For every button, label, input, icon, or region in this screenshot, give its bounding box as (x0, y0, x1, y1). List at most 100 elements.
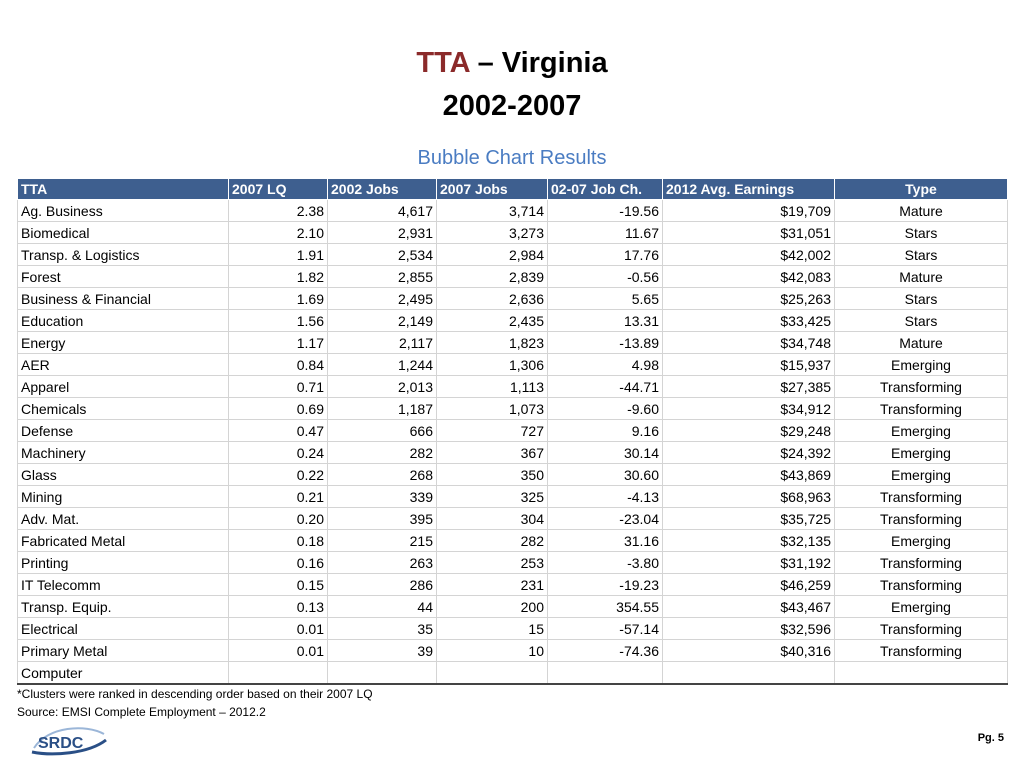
table-row: IT Telecomm 0.15 286 231 -19.23 $46,259 Transf… (17, 573, 1008, 596)
table-cell: 0.22 (228, 463, 328, 486)
table-cell: 282 (436, 529, 548, 552)
table-row: Chemicals 0.69 1,187 1,073 -9.60 $34,912 Trans… (17, 397, 1008, 420)
table-cell: 0.84 (228, 353, 328, 376)
table-cell: 0.15 (228, 573, 328, 596)
table-cell: 325 (436, 485, 548, 508)
table-cell: Transforming (834, 485, 1008, 508)
table-cell: 0.20 (228, 507, 328, 530)
table-cell: Emerging (834, 441, 1008, 464)
table-cell: Transforming (834, 551, 1008, 574)
table-cell: Transforming (834, 639, 1008, 662)
table-cell: 11.67 (547, 221, 663, 244)
table-cell: 3,714 (436, 199, 548, 222)
table-cell: 1.17 (228, 331, 328, 354)
table-cell: 215 (327, 529, 437, 552)
table-cell: 263 (327, 551, 437, 574)
table-cell: -44.71 (547, 375, 663, 398)
column-header: 2002 Jobs (327, 178, 437, 200)
source-note: Source: EMSI Complete Employment – 2012.… (17, 705, 266, 719)
table-cell: $34,748 (662, 331, 835, 354)
table-cell: Education (17, 309, 229, 332)
table-cell: $43,467 (662, 595, 835, 618)
table-row: AER 0.84 1,244 1,306 4.98 $15,937 Emerging (17, 353, 1008, 376)
table-cell: Computer (17, 661, 229, 685)
table-cell: Transforming (834, 375, 1008, 398)
table-row: Ag. Business 2.38 4,617 3,714 -19.56 $19,709 M… (17, 199, 1008, 222)
table-cell: 0.69 (228, 397, 328, 420)
table-cell: 727 (436, 419, 548, 442)
table-cell: Stars (834, 221, 1008, 244)
table-row: Education 1.56 2,149 2,435 13.31 $33,425 Stars (17, 309, 1008, 332)
table-cell (834, 661, 1008, 685)
table-cell: $31,051 (662, 221, 835, 244)
table-cell: 0.18 (228, 529, 328, 552)
table-cell: Apparel (17, 375, 229, 398)
table-row: Printing 0.16 263 253 -3.80 $31,192 Transformi… (17, 551, 1008, 574)
table-cell: -0.56 (547, 265, 663, 288)
table-cell: 1,306 (436, 353, 548, 376)
table-cell: Adv. Mat. (17, 507, 229, 530)
table-cell: $32,596 (662, 617, 835, 640)
column-header: Type (834, 178, 1008, 200)
table-cell: 666 (327, 419, 437, 442)
table-cell: Stars (834, 309, 1008, 332)
table-cell: -74.36 (547, 639, 663, 662)
table-row: Transp. & Logistics 1.91 2,534 2,984 17.76 $4… (17, 243, 1008, 266)
table-cell: IT Telecomm (17, 573, 229, 596)
table-cell: 44 (327, 595, 437, 618)
table-cell: 2,435 (436, 309, 548, 332)
table-cell: $43,869 (662, 463, 835, 486)
table-body: Ag. Business 2.38 4,617 3,714 -19.56 $19,709 M… (17, 199, 1008, 685)
table-cell: 2,984 (436, 243, 548, 266)
results-table: TTA 2007 LQ 2002 Jobs 2007 Jobs 02-07 Job Ch… (17, 178, 1008, 685)
table-cell: Glass (17, 463, 229, 486)
table-cell: 17.76 (547, 243, 663, 266)
table-cell (662, 661, 835, 685)
table-cell: -19.23 (547, 573, 663, 596)
table-cell: 39 (327, 639, 437, 662)
table-cell: 1.82 (228, 265, 328, 288)
table-cell: Emerging (834, 463, 1008, 486)
table-cell: 9.16 (547, 419, 663, 442)
table-cell: 2,839 (436, 265, 548, 288)
table-cell: $32,135 (662, 529, 835, 552)
table-row: Primary Metal 0.01 39 10 -74.36 $40,316 Transf… (17, 639, 1008, 662)
table-cell (436, 661, 548, 685)
table-cell: Transp. & Logistics (17, 243, 229, 266)
table-cell: Transforming (834, 397, 1008, 420)
table-cell: $33,425 (662, 309, 835, 332)
table-cell: Transp. Equip. (17, 595, 229, 618)
table-cell: 304 (436, 507, 548, 530)
table-row: Forest 1.82 2,855 2,839 -0.56 $42,083 Mature (17, 265, 1008, 288)
table-cell: -19.56 (547, 199, 663, 222)
table-cell: 282 (327, 441, 437, 464)
table-cell: 1,244 (327, 353, 437, 376)
table-cell: 0.01 (228, 639, 328, 662)
table-cell: 0.01 (228, 617, 328, 640)
table-cell: $31,192 (662, 551, 835, 574)
table-cell: 30.14 (547, 441, 663, 464)
table-cell: $29,248 (662, 419, 835, 442)
table-cell: 2,495 (327, 287, 437, 310)
table-cell: 15 (436, 617, 548, 640)
table-cell: 1,187 (327, 397, 437, 420)
table-cell: $19,709 (662, 199, 835, 222)
column-header: 02-07 Job Ch. (547, 178, 663, 200)
table-cell: Emerging (834, 419, 1008, 442)
table-cell: $24,392 (662, 441, 835, 464)
table-cell: $34,912 (662, 397, 835, 420)
table-cell: Chemicals (17, 397, 229, 420)
table-cell: 35 (327, 617, 437, 640)
table-cell: -13.89 (547, 331, 663, 354)
table-cell: 268 (327, 463, 437, 486)
table-row: Transp. Equip. 0.13 44 200 354.55 $43,467 Emer… (17, 595, 1008, 618)
title-rest: – Virginia (469, 47, 608, 79)
srdc-logo: SRDC (31, 727, 107, 756)
table-cell: 1.91 (228, 243, 328, 266)
table-cell: AER (17, 353, 229, 376)
table-cell: 10 (436, 639, 548, 662)
table-cell: 2,636 (436, 287, 548, 310)
table-cell: Emerging (834, 529, 1008, 552)
table-cell: 231 (436, 573, 548, 596)
table-row: Fabricated Metal 0.18 215 282 31.16 $32,135 Em… (17, 529, 1008, 552)
